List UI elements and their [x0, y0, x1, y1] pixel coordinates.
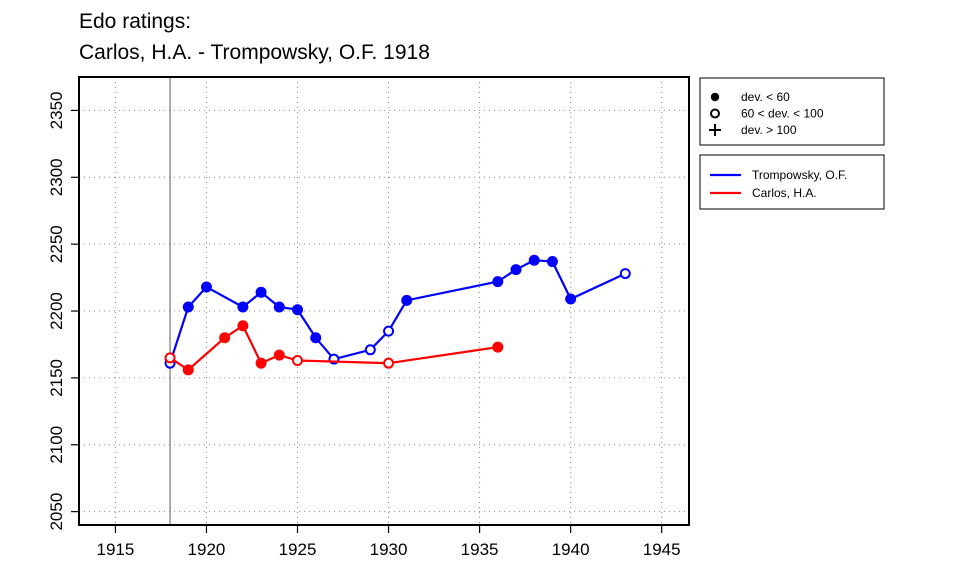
data-point-filled: [255, 286, 267, 298]
marker-legend-label: 60 < dev. < 100: [741, 107, 824, 121]
chart-title-line-1: Edo ratings:: [79, 10, 192, 33]
data-point-open: [164, 352, 176, 364]
marker-legend-label: dev. > 100: [741, 123, 797, 137]
data-point-filled: [273, 349, 285, 361]
data-point-open: [383, 357, 395, 369]
data-point-filled: [546, 256, 558, 268]
data-point-filled: [237, 320, 249, 332]
marker-legend-box: [699, 77, 885, 146]
data-point-filled: [182, 301, 194, 313]
y-tick-label: 2300: [47, 158, 66, 196]
data-point-open: [383, 325, 395, 337]
y-tick-label: 2200: [47, 292, 66, 330]
data-point-filled: [237, 301, 249, 313]
data-point-filled: [182, 364, 194, 376]
x-tick-label: 1945: [643, 540, 681, 559]
series-line: [168, 259, 626, 364]
x-tick-label: 1940: [552, 540, 590, 559]
data-point-filled: [492, 276, 504, 288]
data-point-filled: [565, 293, 577, 305]
data-point-filled: [528, 254, 540, 266]
series-legend-label: Carlos, H.A.: [752, 186, 817, 200]
data-point-filled: [200, 281, 212, 293]
grid-lines: [79, 77, 689, 525]
series-legend-label: Trompowsky, O.F.: [752, 168, 847, 182]
plus-icon: [709, 124, 721, 136]
series-trompowsky-o-f: [164, 254, 631, 369]
series-legend: Trompowsky, O.F. Carlos, H.A.: [699, 154, 885, 210]
marker-legend-label: dev. < 60: [741, 90, 790, 104]
plot-frame: [78, 76, 690, 526]
axes: 1915 1920 1925 1930 1935 1940 1945 2050 2100 2150…: [47, 92, 681, 559]
series-carlos-h-a: [164, 320, 504, 376]
filled-dot-icon: [710, 92, 720, 102]
data-point-filled: [292, 304, 304, 316]
series-layer: [164, 254, 631, 376]
data-point-filled: [310, 332, 322, 344]
series-legend-box: [699, 154, 885, 210]
data-point-filled: [492, 341, 504, 353]
x-tick-label: 1935: [461, 540, 499, 559]
x-tick-label: 1925: [279, 540, 317, 559]
open-circle-icon: [710, 108, 720, 119]
y-tick-label: 2050: [47, 493, 66, 531]
data-point-filled: [401, 294, 413, 306]
chart-title-line-2: Carlos, H.A. - Trompowsky, O.F. 1918: [79, 41, 430, 64]
x-tick-label: 1915: [97, 540, 135, 559]
y-tick-label: 2150: [47, 359, 66, 397]
data-point-filled: [510, 264, 522, 276]
y-tick-label: 2250: [47, 225, 66, 263]
data-point-filled: [273, 301, 285, 313]
legends: dev. < 60 60 < dev. < 100 dev. > 100 Trompo…: [699, 77, 885, 210]
data-point-filled: [255, 357, 267, 369]
marker-legend: dev. < 60 60 < dev. < 100 dev. > 100: [699, 77, 885, 146]
data-point-open: [292, 355, 304, 367]
y-tick-label: 2350: [47, 92, 66, 130]
data-point-open: [364, 344, 376, 356]
data-point-open: [619, 268, 631, 280]
x-tick-label: 1920: [188, 540, 226, 559]
y-tick-label: 2100: [47, 426, 66, 464]
data-point-filled: [219, 332, 231, 344]
x-tick-label: 1930: [370, 540, 408, 559]
